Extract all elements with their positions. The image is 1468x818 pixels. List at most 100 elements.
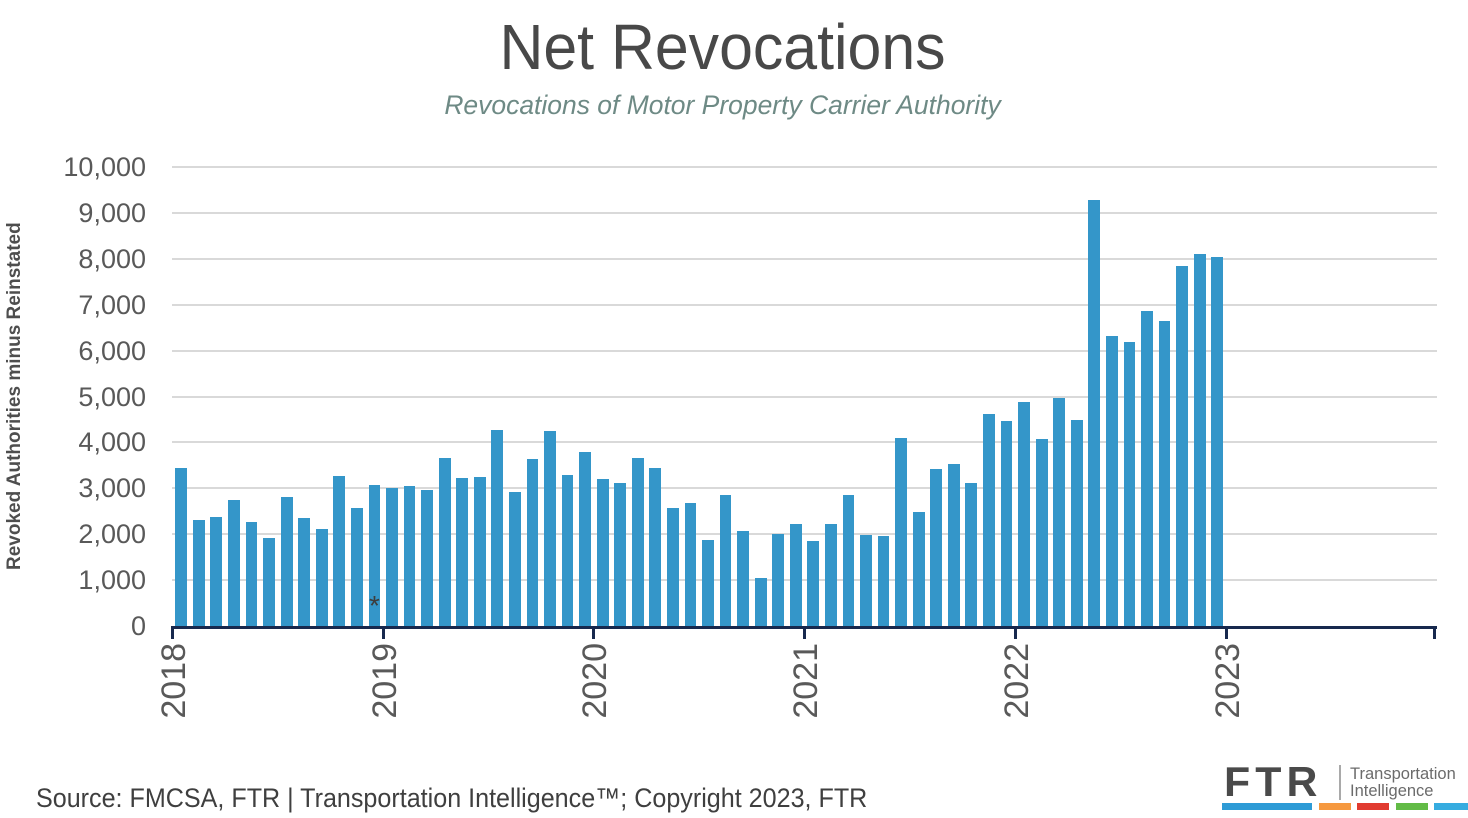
bar-2018-11 — [350, 507, 363, 626]
gridline-6000 — [172, 349, 1437, 352]
bar-2021-05 — [877, 536, 890, 626]
x-tick-label-2018: 2018 — [155, 643, 193, 719]
logo-tagline: Transportation Intelligence — [1350, 766, 1456, 800]
bar-2022-07 — [1123, 341, 1136, 626]
bar-2022-03 — [1053, 397, 1066, 626]
annotation-asterisk: * — [368, 590, 380, 622]
gridline-8000 — [172, 257, 1437, 260]
logo-tagline-line1: Transportation — [1350, 765, 1456, 783]
bar-2018-04 — [228, 500, 240, 626]
bar-2022-04 — [1070, 420, 1083, 626]
logo-color-segment-4 — [1395, 803, 1428, 810]
y-tick-label-1000: 1,000 — [78, 565, 146, 596]
bar-2022-08 — [1141, 310, 1153, 626]
bar-2019-10 — [544, 430, 556, 626]
y-tick-label-0: 0 — [130, 611, 146, 641]
y-tick-label-6000: 6,000 — [78, 335, 146, 366]
bar-2018-06 — [263, 538, 275, 626]
logo-color-bar — [1222, 803, 1468, 810]
gridline-2000 — [172, 533, 1437, 536]
bar-2022-01 — [1018, 401, 1030, 626]
bar-2019-02 — [403, 486, 416, 626]
bar-2019-01 — [386, 488, 398, 626]
x-tick-label-2019: 2019 — [365, 643, 404, 719]
bar-2018-10 — [333, 476, 346, 626]
x-tick-2022 — [1013, 626, 1017, 639]
bar-2019-03 — [421, 489, 433, 626]
bar-2021-03 — [842, 495, 855, 626]
y-tick-label-3000: 3,000 — [78, 473, 146, 504]
logo-color-segment-1 — [1222, 803, 1312, 810]
y-tick-label-2000: 2,000 — [78, 519, 146, 550]
gridline-3000 — [172, 487, 1437, 490]
source-attribution: Source: FMCSA, FTR | Transportation Inte… — [36, 783, 868, 813]
bar-2021-12 — [1000, 421, 1013, 626]
bar-2018-01 — [175, 467, 188, 626]
bar-2018-09 — [315, 529, 328, 626]
bar-2020-10 — [754, 578, 767, 626]
y-tick-label-8000: 8,000 — [78, 243, 146, 274]
bar-2019-07 — [491, 430, 504, 626]
logo-tagline-line2: Intelligence — [1350, 782, 1434, 800]
bar-2022-11 — [1193, 254, 1206, 626]
logo-color-segment-5 — [1434, 803, 1468, 810]
bar-2019-08 — [508, 492, 521, 626]
x-tick-2019 — [381, 626, 385, 639]
x-tick-label-2021: 2021 — [787, 643, 826, 719]
chart-title: Net Revocations — [499, 11, 946, 83]
bar-2019-06 — [473, 476, 486, 626]
gridline-4000 — [172, 441, 1437, 444]
x-tick-2021 — [803, 626, 807, 639]
bar-2019-12 — [579, 452, 591, 626]
y-tick-label-9000: 9,000 — [78, 197, 146, 228]
x-tick-label-2022: 2022 — [997, 643, 1036, 719]
bar-2019-04 — [438, 458, 451, 626]
bar-2020-05 — [667, 507, 679, 626]
bar-2021-06 — [895, 437, 908, 626]
bar-2021-10 — [965, 482, 978, 626]
gridline-7000 — [172, 303, 1437, 306]
bar-2021-11 — [983, 414, 995, 626]
bar-2020-01 — [596, 478, 609, 626]
bar-2021-07 — [912, 512, 925, 626]
bar-2020-11 — [772, 533, 785, 626]
x-tick-2020 — [592, 626, 596, 639]
bar-2018-08 — [298, 518, 311, 626]
bar-2020-04 — [649, 468, 662, 626]
bar-2022-02 — [1035, 438, 1048, 626]
bar-2018-12 — [368, 484, 381, 626]
y-tick-label-10000: 10,000 — [63, 152, 146, 182]
logo-divider — [1339, 765, 1341, 800]
bar-2022-10 — [1176, 266, 1188, 626]
logo-color-segment-2 — [1318, 803, 1351, 810]
gridline-5000 — [172, 395, 1437, 398]
bar-2021-08 — [930, 468, 943, 626]
bar-2020-12 — [789, 524, 802, 626]
bar-2020-06 — [684, 502, 697, 626]
bar-2020-08 — [719, 495, 732, 626]
bar-2021-04 — [860, 535, 872, 626]
y-tick-label-7000: 7,000 — [78, 289, 146, 320]
bar-2018-05 — [245, 521, 258, 626]
x-tick-axis-end — [1433, 626, 1436, 639]
bar-2019-11 — [561, 474, 574, 626]
bar-2021-02 — [825, 524, 837, 626]
bar-2018-03 — [210, 516, 223, 626]
bar-2022-09 — [1158, 321, 1171, 626]
chart-subtitle: Revocations of Motor Property Carrier Au… — [444, 90, 1001, 120]
logo-color-segment-3 — [1357, 803, 1389, 810]
x-tick-label-2023: 2023 — [1208, 643, 1247, 719]
gridline-10000 — [172, 166, 1437, 168]
bar-2022-06 — [1105, 335, 1118, 626]
bar-2022-12 — [1211, 257, 1224, 626]
y-tick-label-5000: 5,000 — [78, 381, 146, 412]
bar-2021-01 — [807, 540, 820, 626]
bar-2020-02 — [614, 482, 627, 626]
gridline-9000 — [172, 211, 1437, 214]
x-tick-label-2020: 2020 — [576, 643, 615, 719]
bar-2018-07 — [280, 496, 293, 626]
bar-2020-03 — [631, 457, 644, 626]
bar-2020-07 — [702, 539, 714, 626]
bar-2018-02 — [192, 519, 205, 626]
